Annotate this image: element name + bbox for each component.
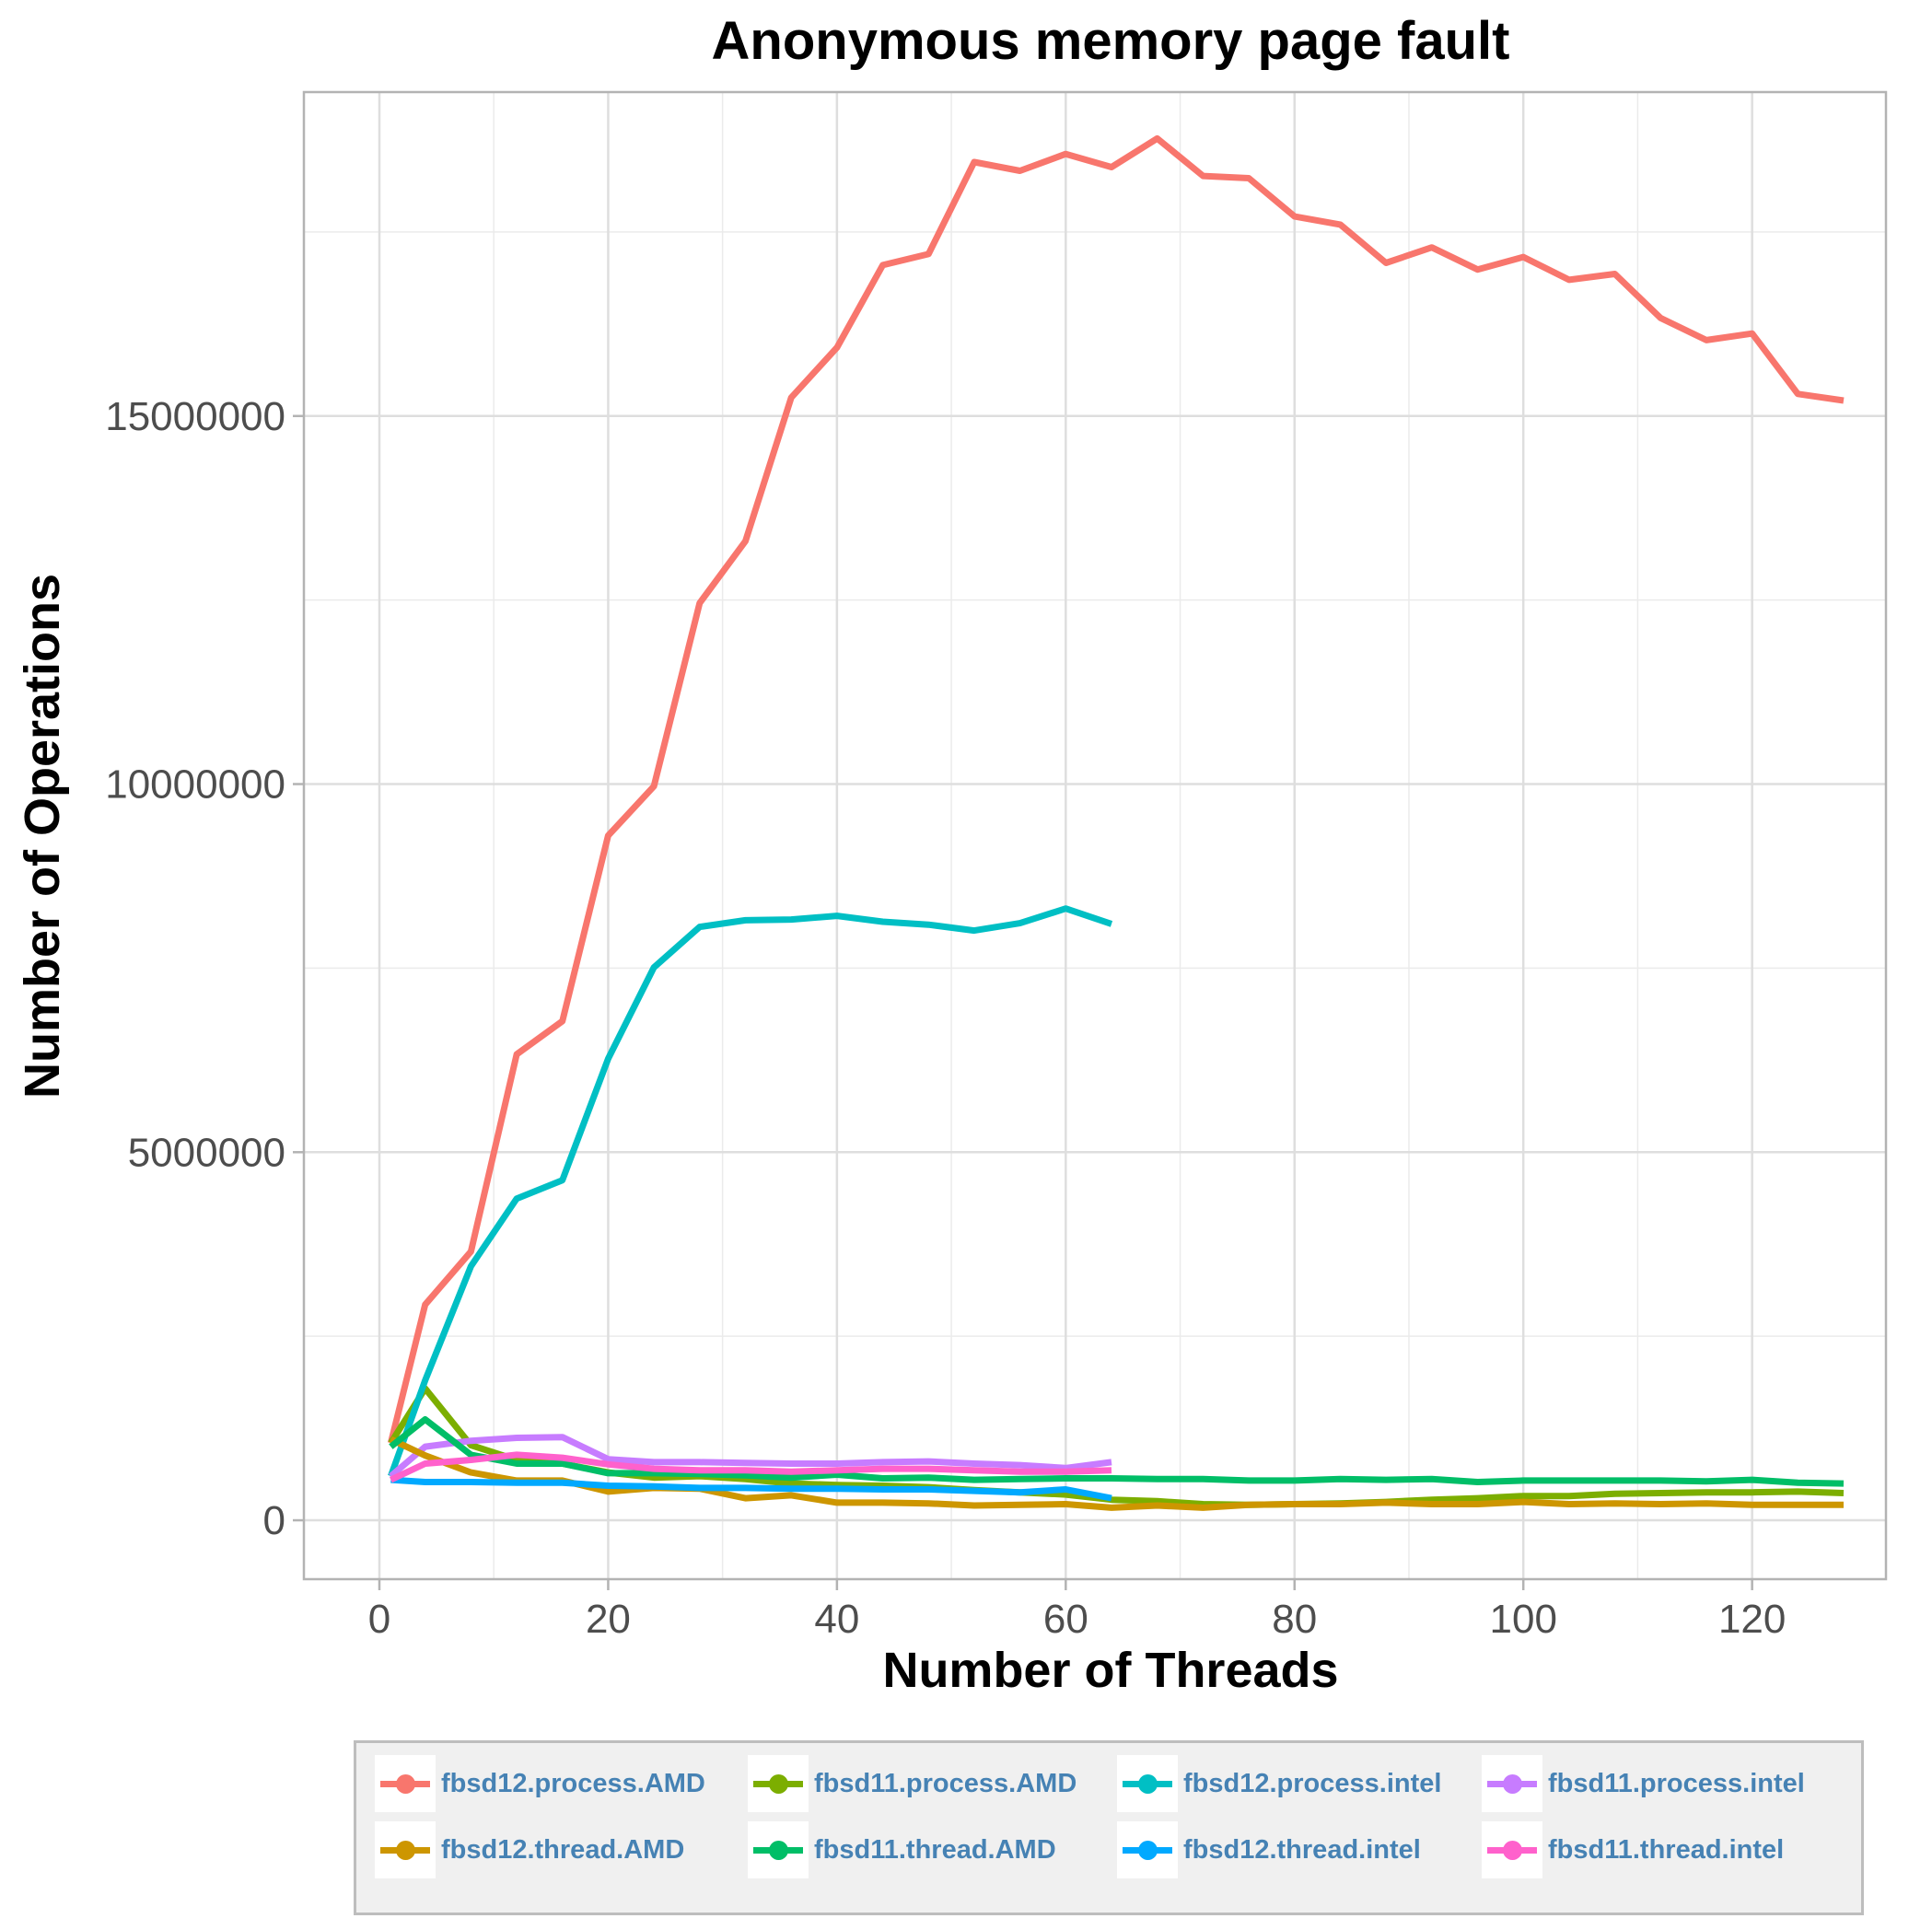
series-lines	[388, 134, 1845, 1511]
legend-key-dot	[769, 1774, 788, 1794]
y-tick-label: 0	[263, 1498, 285, 1543]
legend-label: fbsd12.thread.AMD	[441, 1834, 685, 1865]
series-line-fbsd12-process-intel	[388, 905, 1113, 1478]
legend-item: fbsd12.process.AMD	[375, 1755, 705, 1812]
legend-key	[748, 1821, 809, 1878]
legend-item: fbsd12.thread.intel	[1117, 1821, 1421, 1878]
series-line-fbsd11-process-intel	[389, 1434, 1112, 1479]
chart-title: Anonymous memory page fault	[712, 11, 1510, 71]
series-line-fbsd12-process-AMD	[388, 134, 1845, 1444]
legend-item: fbsd11.process.intel	[1482, 1755, 1805, 1812]
major-gridlines	[304, 92, 1886, 1579]
legend-label: fbsd11.process.AMD	[814, 1768, 1077, 1798]
legend-key	[1117, 1821, 1178, 1878]
series-line-fbsd12-thread-AMD	[389, 1436, 1844, 1511]
series-line-fbsd12-thread-intel	[390, 1476, 1112, 1502]
legend-item: fbsd11.process.AMD	[748, 1755, 1077, 1812]
y-tick-label: 10000000	[105, 762, 285, 808]
minor-gridlines	[304, 92, 1886, 1579]
legend: fbsd12.process.AMD fbsd11.process.AMD fbsd…	[354, 1740, 1864, 1915]
legend-key-dot	[396, 1774, 415, 1794]
legend-key-dot	[769, 1841, 788, 1860]
legend-key	[1482, 1821, 1542, 1878]
legend-key-dot	[1503, 1841, 1522, 1860]
plot-panel-border	[302, 90, 1888, 1581]
axis-ticks	[293, 414, 1753, 1590]
legend-key	[1117, 1755, 1178, 1812]
y-tick-label: 5000000	[128, 1130, 285, 1175]
legend-key-dot	[1503, 1774, 1522, 1794]
x-axis-title: Number of Threads	[882, 1643, 1338, 1698]
legend-key	[375, 1755, 436, 1812]
legend-key	[375, 1821, 436, 1878]
legend-label: fbsd11.thread.AMD	[814, 1834, 1056, 1865]
legend-item: fbsd11.thread.AMD	[748, 1821, 1056, 1878]
legend-label: fbsd11.process.intel	[1548, 1768, 1805, 1798]
y-tick-label: 15000000	[105, 394, 285, 439]
legend-key-dot	[396, 1841, 415, 1860]
legend-label: fbsd12.process.intel	[1183, 1768, 1442, 1798]
legend-key	[748, 1755, 809, 1812]
x-axis-tick-labels: 0 20 40 60 80 100 120	[368, 1597, 1787, 1642]
legend-key-dot	[1138, 1841, 1158, 1860]
x-tick-label: 120	[1718, 1597, 1786, 1642]
legend-item: fbsd11.thread.intel	[1482, 1821, 1784, 1878]
series-line-fbsd11-thread-intel	[389, 1451, 1112, 1483]
legend-key-dot	[1138, 1774, 1158, 1794]
legend-item: fbsd12.process.intel	[1117, 1755, 1441, 1812]
x-tick-label: 100	[1490, 1597, 1557, 1642]
x-tick-label: 60	[1043, 1597, 1088, 1642]
series-line-fbsd11-thread-AMD	[389, 1416, 1845, 1487]
y-axis-title: Number of Operations	[15, 574, 70, 1099]
x-tick-label: 20	[586, 1597, 631, 1642]
x-tick-label: 40	[814, 1597, 859, 1642]
x-tick-label: 80	[1272, 1597, 1317, 1642]
legend-label: fbsd12.process.AMD	[441, 1768, 705, 1798]
legend-label: fbsd11.thread.intel	[1548, 1834, 1785, 1865]
legend-label: fbsd12.thread.intel	[1183, 1834, 1421, 1865]
legend-item: fbsd12.thread.AMD	[375, 1821, 684, 1878]
x-tick-label: 0	[368, 1597, 390, 1642]
y-axis-tick-labels: 0 5000000 10000000 15000000	[105, 394, 285, 1543]
legend-key	[1482, 1755, 1542, 1812]
